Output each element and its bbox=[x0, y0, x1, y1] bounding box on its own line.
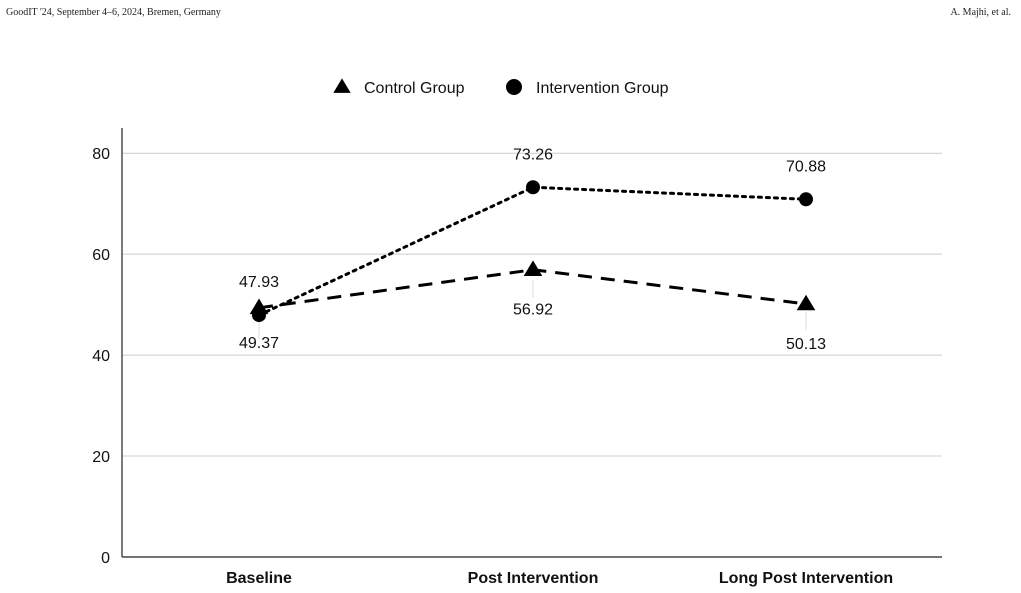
series-group bbox=[249, 180, 816, 323]
grid-lines bbox=[122, 152, 942, 457]
y-tick-label: 60 bbox=[92, 247, 110, 264]
data-label-control: 56.92 bbox=[513, 302, 553, 319]
legend: Control Group Intervention Group bbox=[333, 78, 669, 97]
running-header-venue: GoodIT '24, September 4–6, 2024, Bremen,… bbox=[6, 7, 221, 18]
y-tick-labels: 0 20 40 60 80 bbox=[92, 146, 110, 567]
y-tick-label: 80 bbox=[92, 146, 110, 163]
data-label-control: 49.37 bbox=[239, 335, 279, 352]
legend-marker-triangle bbox=[333, 78, 351, 93]
legend-label-intervention: Intervention Group bbox=[536, 80, 669, 97]
x-category-label: Baseline bbox=[226, 570, 292, 587]
x-category-label: Long Post Intervention bbox=[719, 570, 893, 587]
legend-marker-circle bbox=[506, 79, 522, 95]
data-point-intervention bbox=[799, 192, 813, 207]
data-point-control bbox=[523, 260, 543, 277]
data-label-control: 50.13 bbox=[786, 336, 826, 353]
data-point-control bbox=[796, 294, 816, 311]
data-label-intervention: 70.88 bbox=[786, 158, 826, 175]
axes bbox=[121, 128, 942, 558]
data-label-intervention: 47.93 bbox=[239, 274, 279, 291]
y-tick-label: 0 bbox=[101, 550, 110, 567]
data-labels: 49.37 56.92 50.13 47.93 73.26 70.88 bbox=[239, 146, 826, 353]
y-tick-label: 20 bbox=[92, 449, 110, 466]
x-category-labels: Baseline Post Intervention Long Post Inter… bbox=[226, 570, 893, 587]
x-category-label: Post Intervention bbox=[468, 570, 599, 587]
legend-label-control: Control Group bbox=[364, 80, 465, 97]
data-point-intervention bbox=[526, 180, 540, 195]
data-label-intervention: 73.26 bbox=[513, 146, 553, 163]
y-tick-label: 40 bbox=[92, 348, 110, 365]
data-point-intervention bbox=[252, 308, 266, 323]
running-header-authors: A. Majhi, et al. bbox=[950, 7, 1011, 18]
